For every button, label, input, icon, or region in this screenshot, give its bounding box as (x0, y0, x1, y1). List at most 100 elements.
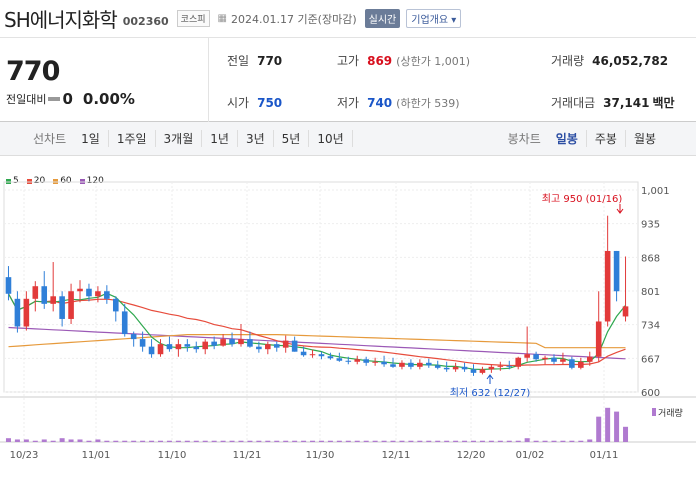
tab-line-6[interactable]: 10년 (314, 130, 353, 147)
change-value: 0 (62, 90, 73, 108)
current-price: 770 (6, 56, 60, 87)
y-tick-label: 667 (641, 354, 660, 365)
tab-line-5[interactable]: 5년 (279, 130, 310, 147)
volume-bar (68, 439, 74, 442)
x-tick-label: 11/01 (82, 450, 111, 461)
volume-bar (274, 440, 280, 442)
tab-line-3[interactable]: 1년 (207, 130, 238, 147)
volume-bar (86, 440, 92, 442)
volume-legend-swatch (652, 408, 656, 416)
change-percent: 0.00% (82, 90, 135, 108)
candle-body (59, 296, 65, 319)
candle-body (166, 344, 173, 350)
change-label: 전일대비 (6, 93, 47, 106)
volume-bar (310, 440, 316, 442)
volume-bar (5, 438, 11, 442)
chart-tabs: 선차트 1일 1주일 3개월 1년 3년 5년 10년 봉차트 일봉 주봉 월봉 (0, 122, 696, 156)
volume-bar (327, 440, 333, 442)
candle-body (613, 250, 620, 292)
candle-body (434, 365, 441, 368)
volume-bar (408, 440, 414, 442)
candle-body (595, 321, 602, 357)
volume-bar (417, 440, 423, 442)
candle-body (175, 344, 182, 350)
volume-bar (229, 440, 235, 442)
candle-body (533, 354, 539, 360)
ma-line-120 (8, 326, 626, 360)
tab-line-4[interactable]: 3년 (243, 130, 274, 147)
candle-body (32, 286, 39, 299)
ma-line-60 (8, 334, 626, 349)
volume-bar (372, 440, 378, 442)
candle-body (417, 362, 423, 367)
candle-body (425, 362, 432, 366)
candle-body (77, 288, 83, 292)
candle-body (121, 311, 128, 335)
volume-bar (23, 439, 29, 442)
volume-bar (605, 407, 611, 442)
market-badge: 코스피 (176, 10, 210, 27)
stat-value: 750 (257, 96, 283, 110)
stat-value: 869 (367, 54, 393, 68)
stat-label: 저가 (337, 96, 360, 110)
volume-bar (301, 440, 307, 442)
volume-bar (471, 440, 476, 442)
candle-body (399, 362, 405, 367)
candle-body (86, 288, 92, 297)
volume-bar (354, 440, 360, 442)
stat-low: 저가 740 (하한가 539) (337, 94, 460, 111)
volume-bar (551, 440, 557, 442)
candle-body (273, 344, 280, 348)
volume-bar (623, 426, 629, 442)
volume-bar (41, 439, 47, 442)
candle-body (390, 364, 396, 367)
company-info-label: 기업개요 (411, 15, 449, 26)
low-annotation: 최저 632 (12/27) (450, 387, 531, 399)
candle-body (157, 344, 164, 355)
candle-body (363, 359, 369, 363)
price-change: 전일대비 0 0.00% (6, 90, 135, 108)
candle-body (318, 354, 325, 357)
candle-body (336, 358, 343, 361)
stat-open: 시가 750 (227, 94, 282, 111)
stock-code: 002360 (122, 14, 169, 28)
candle-chart-label: 봉차트 (507, 132, 541, 146)
candle-body (112, 298, 119, 312)
legend-swatch (53, 178, 59, 184)
x-tick-label: 11/30 (306, 450, 335, 461)
stat-value: 37,141 (603, 96, 650, 110)
company-info-dropdown[interactable]: 기업개요 ▾ (406, 9, 462, 28)
tab-line-2[interactable]: 3개월 (161, 130, 203, 147)
tab-line-0[interactable]: 1일 (78, 130, 109, 147)
volume-bar (426, 440, 432, 442)
y-tick-label: 868 (641, 253, 660, 264)
tab-candle-2[interactable]: 월봉 (633, 132, 657, 146)
volume-legend-label: 거래량 (658, 407, 683, 419)
candle-body (586, 356, 593, 362)
legend-swatch (6, 178, 11, 184)
y-tick-label: 935 (641, 220, 660, 231)
realtime-button[interactable]: 실시간 (364, 9, 401, 28)
tab-candle-1[interactable]: 주봉 (592, 130, 626, 147)
volume-bar (59, 438, 65, 442)
candle-body (265, 344, 271, 350)
candle-body (506, 365, 513, 367)
volume-bar (444, 440, 450, 442)
volume-bar (220, 440, 226, 442)
stat-label: 거래량 (551, 54, 585, 68)
volume-bar (462, 440, 468, 442)
candle-body (282, 340, 289, 348)
candle-body (184, 344, 191, 347)
candle-body (488, 366, 495, 370)
candle-body (5, 277, 12, 294)
tab-candle-0[interactable]: 일봉 (553, 130, 587, 147)
high-arrow-icon (616, 204, 624, 214)
y-tick-label: 801 (641, 287, 660, 298)
candle-body (551, 357, 557, 362)
ma-line-5 (7, 292, 626, 371)
candle-body (193, 346, 200, 350)
tab-line-1[interactable]: 1주일 (114, 130, 156, 147)
stat-volume: 거래량 46,052,782 (551, 52, 668, 69)
candle-body (443, 367, 450, 370)
candle-body (95, 291, 101, 297)
